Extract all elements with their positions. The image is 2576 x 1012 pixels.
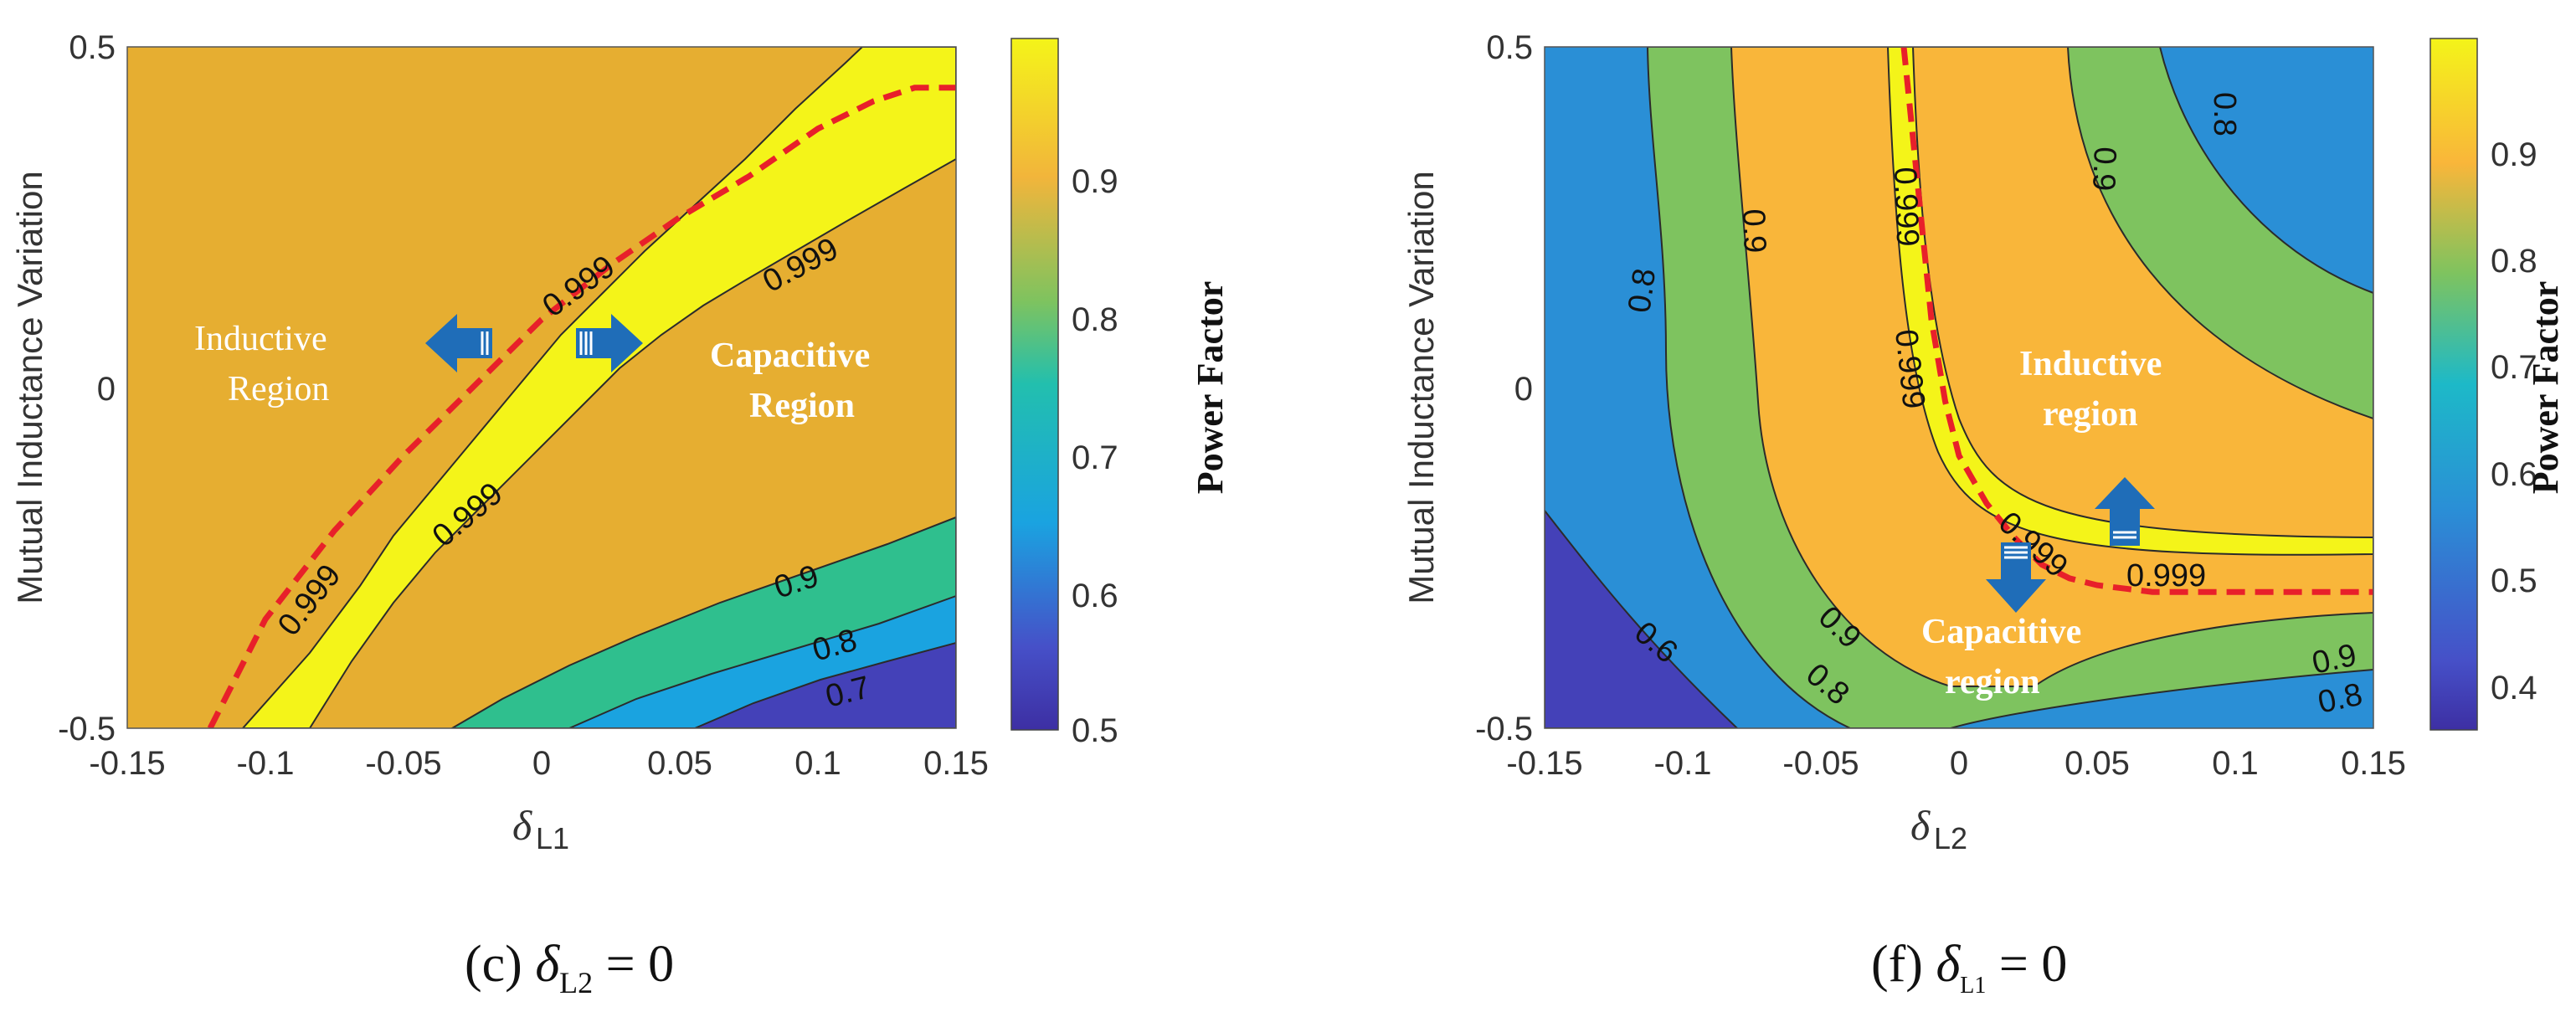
panel-c-ylabel: Mutual Inductance Variation	[10, 171, 49, 604]
panel-f-colorbar-tick: 0.5	[2491, 563, 2537, 599]
panel-f-contour-label: 0.9	[2085, 146, 2122, 192]
panel-c-ytick: 0	[97, 371, 116, 408]
panel-f-contour-label: 0.8	[2207, 92, 2242, 136]
panel-c-capacitive-label-1: Capacitive	[710, 336, 870, 375]
panel-c-xtick: -0.1	[237, 745, 295, 782]
panel-f-capacitive-label-1: Capacitive	[1921, 613, 2081, 651]
panel-f-region-0.5	[1545, 509, 1739, 728]
panel-f-xtick: 0	[1950, 745, 1968, 782]
panel-f-ytick: 0.5	[1486, 29, 1533, 66]
panel-f-capacitive-label-2: region	[1945, 663, 2040, 701]
panel-c-xtick: -0.05	[365, 745, 441, 782]
panel-f-contour-fill	[1545, 47, 2373, 728]
panel-c-xtick: 0.15	[923, 745, 989, 782]
panel-c-xtick: 0.05	[647, 745, 712, 782]
panel-c-colorbar-tick: 0.7	[1072, 439, 1118, 476]
panel-c-inductive-label-2: Region	[228, 370, 329, 408]
panel-f-xtick: 0.05	[2064, 745, 2130, 782]
panel-f-xtick: 0.15	[2341, 745, 2406, 782]
panel-c-colorbar-tick: 0.6	[1072, 578, 1118, 614]
panel-c-arrow-left-icon	[425, 314, 492, 372]
panel-c-xticks: -0.15 -0.1 -0.05 0 0.05 0.1 0.15	[89, 745, 989, 782]
panel-f-inductive-label-1: Inductive	[2019, 345, 2162, 383]
panel-f-arrow-up-icon	[2095, 477, 2155, 546]
panel-f-arrow-down-icon	[1986, 542, 2046, 613]
panel-f-ylabel: Mutual Inductance Variation	[1401, 171, 1441, 604]
panel-f-xlabel-symbol: δ	[1910, 802, 1931, 849]
panel-f-colorbar-tick: 0.4	[2491, 670, 2537, 706]
panel-c-inductive-label-1: Inductive	[194, 320, 327, 358]
panel-c-xtick: -0.15	[89, 745, 165, 782]
panel-c-ytick: -0.5	[58, 711, 116, 747]
panel-f-colorbar-tick: 0.7	[2491, 349, 2537, 386]
panel-f-contour-label: 0.999	[1888, 328, 1931, 411]
panel-f-unity-pf-curve	[1900, 47, 2373, 595]
panel-c-arrow-right-icon	[576, 314, 643, 372]
panel-f-inductive-label-2: region	[2043, 395, 2138, 434]
panel-c-colorbar-tick: 0.5	[1072, 712, 1118, 749]
panel-f-ytick: 0	[1514, 371, 1533, 408]
panel-f: 0.8 0.9 0.999 0.9 0.8 0.999 0.999 0.999 …	[1401, 29, 2566, 999]
panel-f-region-0.9	[1730, 47, 2373, 687]
panel-c-caption: (c) δL2 = 0	[465, 936, 674, 999]
panel-f-xtick: -0.15	[1506, 745, 1582, 782]
panel-c-xlabel-subscript: L1	[536, 821, 569, 855]
panel-c-xtick: 0	[532, 745, 551, 782]
panel-c-unity-pf-curve	[207, 85, 956, 728]
panel-f-ytick: -0.5	[1475, 711, 1533, 747]
panel-c-colorbar-tick: 0.9	[1072, 163, 1118, 200]
panel-f-xtick: 0.1	[2212, 745, 2259, 782]
panel-f-contour-label: 0.8	[1622, 266, 1663, 315]
panel-f-colorbar-label: Power Factor	[2525, 281, 2566, 495]
panel-f-colorbar-tick: 0.8	[2491, 243, 2537, 280]
panel-f-xlabel-subscript: L2	[1934, 821, 1967, 855]
panel-c-xtick: 0.1	[794, 745, 841, 782]
panel-f-plot-frame	[1544, 46, 2374, 729]
panel-f-caption: (f) δL1 = 0	[1871, 936, 2067, 999]
panel-f-contour-label: 0.9	[1735, 208, 1772, 254]
panel-c-ytick: 0.5	[69, 29, 116, 66]
panel-f-region-0.999	[1886, 47, 2373, 556]
panel-f-xticks: -0.15 -0.1 -0.05 0 0.05 0.1 0.15	[1506, 745, 2406, 782]
panel-f-xtick: -0.1	[1654, 745, 1712, 782]
panel-f-colorbar-tick: 0.9	[2491, 136, 2537, 173]
panel-f-contour-label: 0.999	[2126, 558, 2206, 593]
panel-c-colorbar-label: Power Factor	[1190, 281, 1231, 495]
panel-f-contour-label: 0.999	[1887, 167, 1925, 248]
panel-c-region-0.999	[241, 47, 956, 728]
panel-c-contour-fill	[127, 47, 956, 728]
panel-c-colorbar	[1010, 38, 1059, 731]
panel-c-region-0.5	[694, 641, 956, 728]
panel-c-colorbar-tick: 0.8	[1072, 301, 1118, 338]
panel-c-capacitive-label-2: Region	[749, 387, 855, 425]
panel-f-xtick: -0.05	[1782, 745, 1859, 782]
panel-c-plot-frame	[126, 46, 957, 729]
panel-c-xlabel-symbol: δ	[512, 802, 532, 849]
panel-f-colorbar	[2429, 38, 2478, 731]
panel-c: 0.999 0.999 0.999 0.999 0.9 0.8 0.7 Indu…	[10, 29, 1231, 999]
panel-f-colorbar-tick: 0.6	[2491, 456, 2537, 493]
